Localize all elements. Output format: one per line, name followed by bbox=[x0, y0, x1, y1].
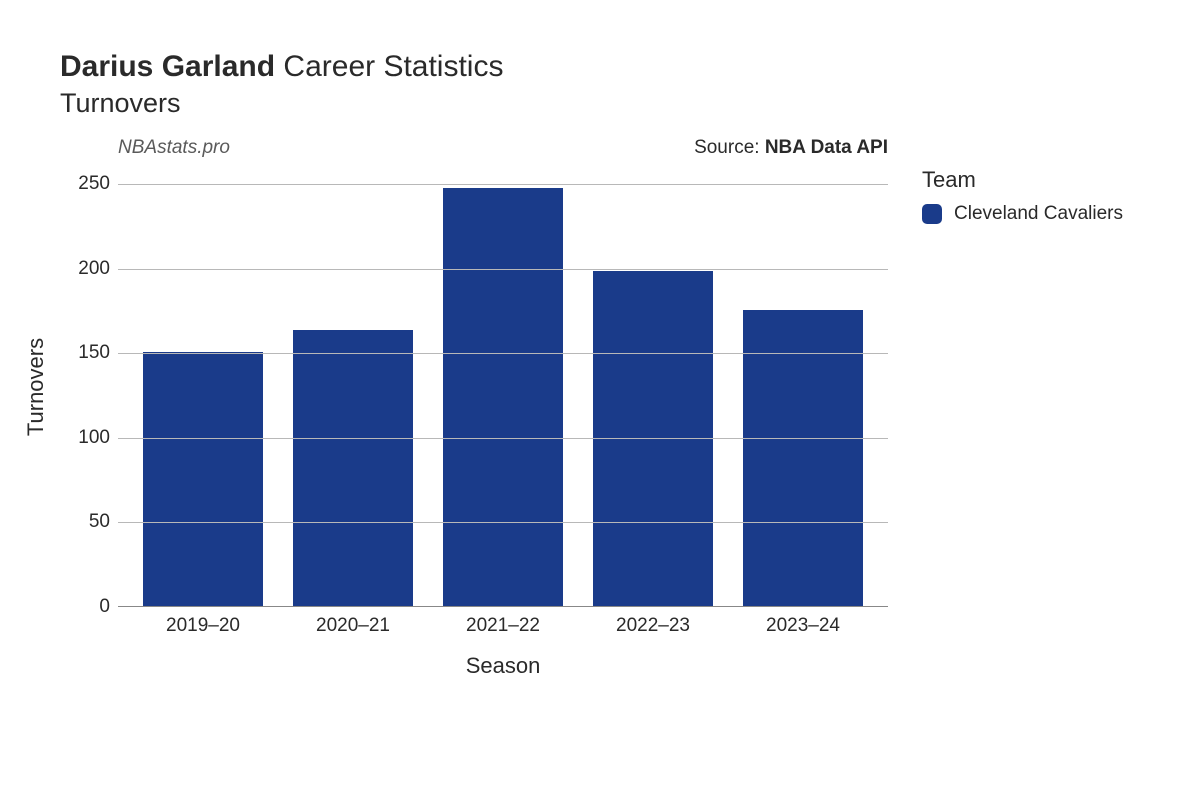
gridline bbox=[118, 438, 888, 439]
chart-title: Darius Garland Career Statistics bbox=[60, 50, 1140, 84]
source-prefix: Source: bbox=[694, 137, 765, 158]
bar-slot bbox=[428, 167, 578, 606]
chart-subtitle: Turnovers bbox=[60, 88, 1140, 119]
bar bbox=[293, 330, 413, 606]
y-tick-label: 0 bbox=[60, 596, 110, 618]
gridline bbox=[118, 269, 888, 270]
title-player: Darius Garland bbox=[60, 50, 275, 83]
y-axis-label: Turnovers bbox=[23, 338, 49, 436]
x-tick-label: 2022–23 bbox=[578, 615, 728, 637]
x-tick-label: 2019–20 bbox=[128, 615, 278, 637]
legend-label: Cleveland Cavaliers bbox=[954, 203, 1123, 225]
plot-inner bbox=[118, 167, 888, 607]
bar-slot bbox=[128, 167, 278, 606]
legend-item: Cleveland Cavaliers bbox=[922, 203, 1123, 225]
x-tick-label: 2020–21 bbox=[278, 615, 428, 637]
attribution-source: Source: NBA Data API bbox=[694, 137, 888, 159]
legend: Team Cleveland Cavaliers bbox=[922, 167, 1123, 657]
plot-row: Turnovers 2019–202020–212021–222022–2320… bbox=[60, 167, 1140, 657]
legend-items: Cleveland Cavaliers bbox=[922, 203, 1123, 225]
gridline bbox=[118, 353, 888, 354]
x-tick-label: 2023–24 bbox=[728, 615, 878, 637]
bar bbox=[443, 188, 563, 606]
y-tick-label: 200 bbox=[60, 258, 110, 280]
y-tick-label: 150 bbox=[60, 342, 110, 364]
bar bbox=[143, 352, 263, 606]
y-tick-label: 250 bbox=[60, 173, 110, 195]
bars-group bbox=[118, 167, 888, 606]
bar bbox=[743, 310, 863, 606]
x-tick-row: 2019–202020–212021–222022–232023–24 bbox=[118, 615, 888, 637]
bar-slot bbox=[278, 167, 428, 606]
y-tick-label: 50 bbox=[60, 511, 110, 533]
gridline bbox=[118, 522, 888, 523]
x-axis-label: Season bbox=[118, 653, 888, 679]
source-name: NBA Data API bbox=[765, 137, 888, 158]
chart-container: Darius Garland Career Statistics Turnove… bbox=[60, 50, 1140, 657]
attribution-site: NBAstats.pro bbox=[118, 137, 230, 159]
title-rest: Career Statistics bbox=[275, 50, 503, 83]
bar-slot bbox=[728, 167, 878, 606]
gridline bbox=[118, 184, 888, 185]
x-tick-label: 2021–22 bbox=[428, 615, 578, 637]
y-tick-label: 100 bbox=[60, 427, 110, 449]
bar-slot bbox=[578, 167, 728, 606]
attribution-row: NBAstats.pro Source: NBA Data API bbox=[118, 137, 888, 161]
legend-swatch bbox=[922, 204, 942, 224]
legend-title: Team bbox=[922, 167, 1123, 193]
plot-area: Turnovers 2019–202020–212021–222022–2320… bbox=[60, 167, 888, 657]
